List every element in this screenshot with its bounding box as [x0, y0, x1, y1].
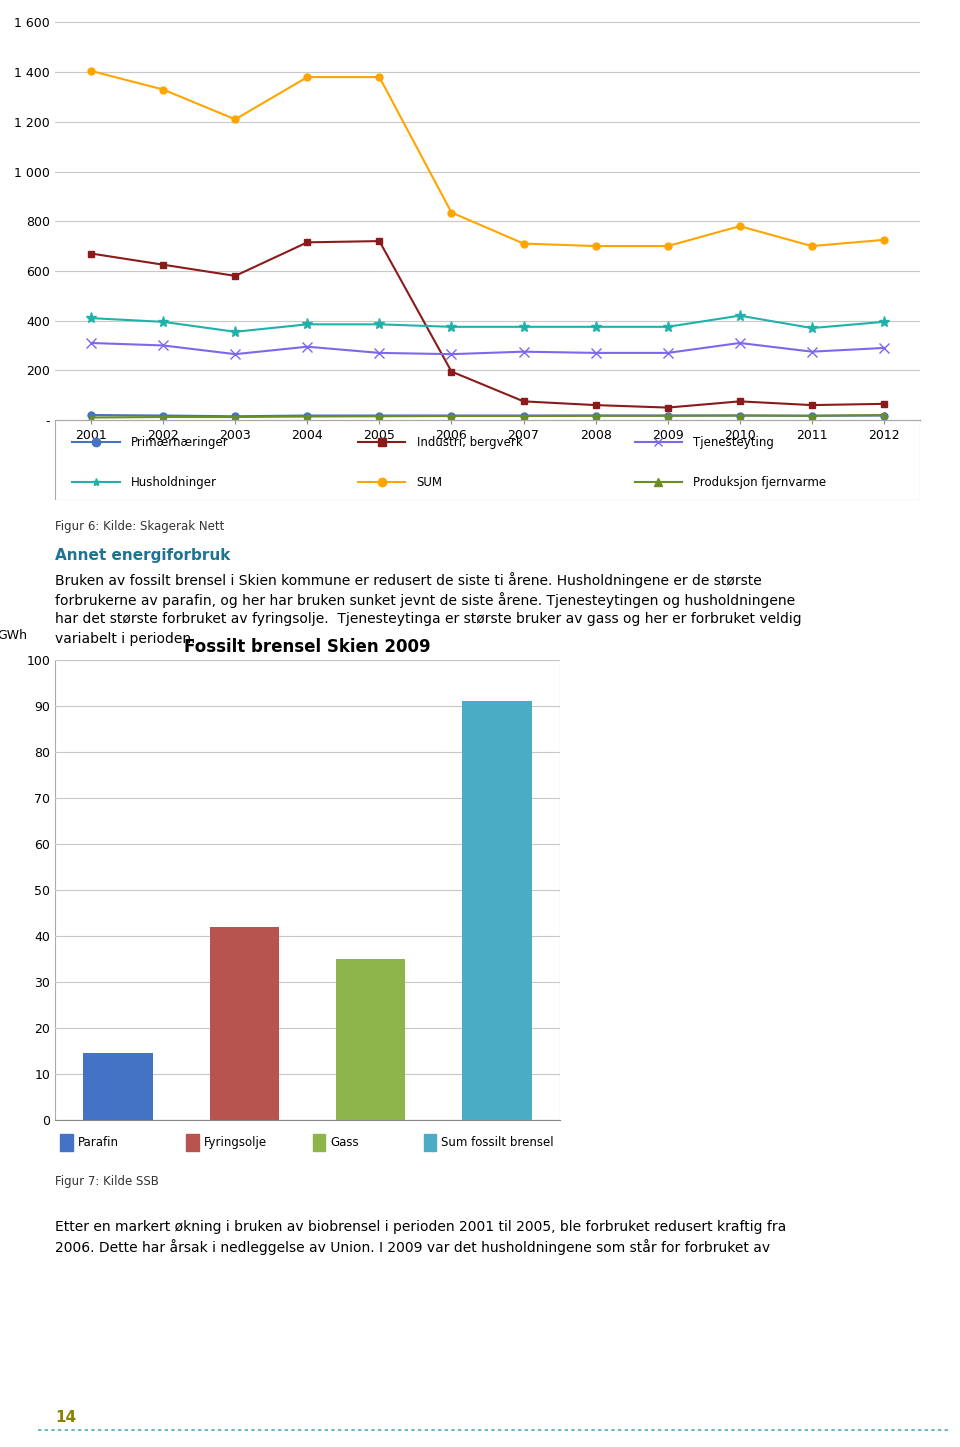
Text: Husholdninger: Husholdninger — [132, 476, 217, 489]
Text: Produksjon fjernvarme: Produksjon fjernvarme — [693, 476, 827, 489]
Title: Fossilt brensel Skien 2009: Fossilt brensel Skien 2009 — [184, 638, 431, 655]
Bar — [55, 660, 560, 1120]
Bar — [84, 1053, 153, 1120]
Text: Etter en markert økning i bruken av biobrensel i perioden 2001 til 2005, ble for: Etter en markert økning i bruken av biob… — [55, 1220, 786, 1234]
Bar — [60, 1134, 73, 1152]
Text: Parafin: Parafin — [78, 1136, 119, 1149]
Bar — [423, 1134, 436, 1152]
Text: Gass: Gass — [330, 1136, 359, 1149]
Text: Figur 6: Kilde: Skagerak Nett: Figur 6: Kilde: Skagerak Nett — [55, 519, 225, 532]
Text: Figur 7: Kilde SSB: Figur 7: Kilde SSB — [55, 1175, 158, 1188]
Text: SUM: SUM — [417, 476, 443, 489]
Bar — [186, 1134, 199, 1152]
Text: variabelt i perioden.: variabelt i perioden. — [55, 632, 196, 645]
Text: Tjenesteyting: Tjenesteyting — [693, 436, 775, 449]
Bar — [209, 926, 279, 1120]
Text: Annet energiforbruk: Annet energiforbruk — [55, 548, 230, 563]
Title: Elektrisitet: Elektrisitet — [426, 0, 548, 3]
Text: Industri, bergverk: Industri, bergverk — [417, 436, 522, 449]
Bar — [462, 702, 532, 1120]
Bar — [336, 959, 405, 1120]
Text: Bruken av fossilt brensel i Skien kommune er redusert de siste ti årene. Hushold: Bruken av fossilt brensel i Skien kommun… — [55, 572, 761, 587]
Text: forbrukerne av parafin, og her har bruken sunket jevnt de siste årene. Tjenestey: forbrukerne av parafin, og her har bruke… — [55, 592, 795, 608]
Text: 2006. Dette har årsak i nedleggelse av Union. I 2009 var det husholdningene som : 2006. Dette har årsak i nedleggelse av U… — [55, 1239, 770, 1255]
Text: GWh: GWh — [0, 628, 27, 641]
Text: Fyringsolje: Fyringsolje — [204, 1136, 267, 1149]
Bar — [313, 1134, 325, 1152]
Text: 14: 14 — [55, 1409, 76, 1425]
Text: har det største forbruket av fyringsolje.  Tjenesteytinga er største bruker av g: har det største forbruket av fyringsolje… — [55, 612, 802, 627]
Text: Sum fossilt brensel: Sum fossilt brensel — [442, 1136, 554, 1149]
Text: Primærnæringer: Primærnæringer — [132, 436, 228, 449]
